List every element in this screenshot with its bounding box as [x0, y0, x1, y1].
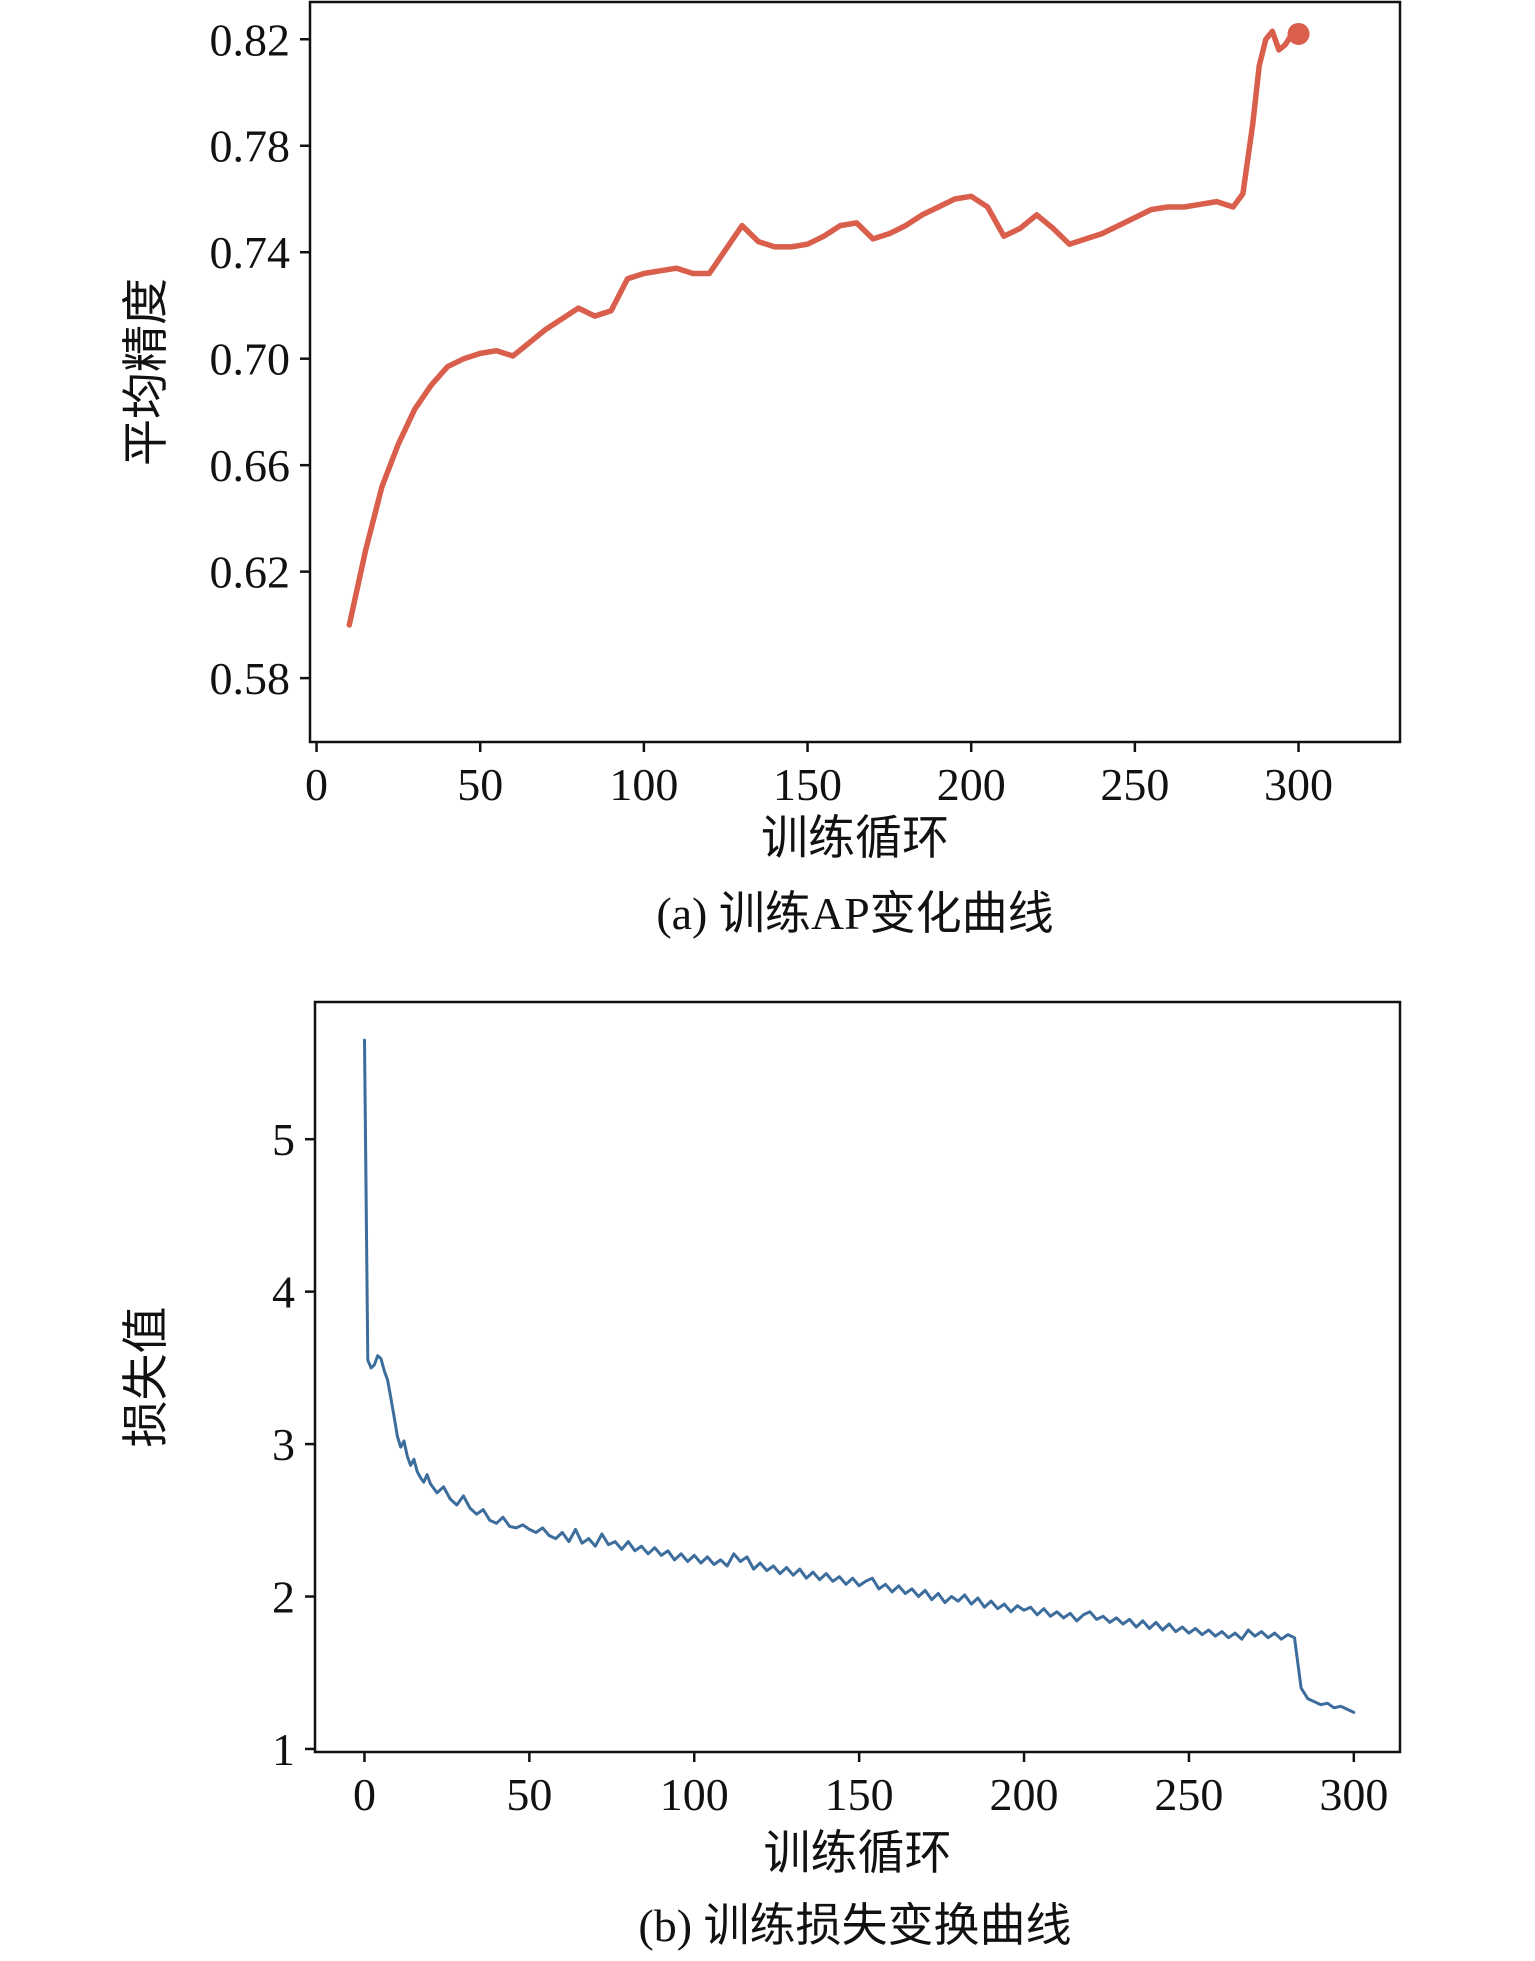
x-tick-label: 50 — [506, 1769, 552, 1820]
x-tick-label: 200 — [937, 759, 1006, 810]
y-tick-label: 0.58 — [210, 653, 291, 704]
y-tick-label: 0.62 — [210, 547, 291, 598]
x-tick-label: 250 — [1154, 1769, 1223, 1820]
y-axis-label: 平均精度 — [121, 278, 173, 466]
y-tick-label: 0.78 — [210, 121, 291, 172]
y-tick-label: 4 — [272, 1266, 295, 1317]
y-tick-label: 2 — [272, 1571, 295, 1622]
x-tick-label: 250 — [1100, 759, 1169, 810]
ap-curve-end-marker — [1287, 22, 1310, 45]
y-tick-label: 1 — [272, 1724, 295, 1775]
x-axis-label: 训练循环 — [764, 1828, 952, 1880]
ap-chart-caption: (a) 训练AP变化曲线 — [656, 888, 1054, 939]
x-tick-label: 0 — [305, 759, 328, 810]
y-tick-label: 0.70 — [210, 334, 291, 385]
x-tick-label: 100 — [609, 759, 678, 810]
plot-box — [313, 1000, 1402, 1754]
x-tick-label: 150 — [773, 759, 842, 810]
y-tick-label: 0.74 — [210, 227, 291, 278]
x-axis-label: 训练循环 — [761, 813, 949, 865]
loss-curve-line — [363, 1038, 1356, 1714]
x-tick-label: 300 — [1264, 759, 1333, 810]
y-tick-label: 0.82 — [210, 14, 291, 65]
loss-chart-figure: 0 50 100 150 200 250 300 1 2 3 4 5 训练循环 损失值 (b) 训练损失变… — [0, 982, 1535, 1956]
x-tick-label: 300 — [1319, 1769, 1388, 1820]
plot-box — [308, 0, 1402, 744]
loss-chart-caption: (b) 训练损失变换曲线 — [638, 1899, 1072, 1951]
x-tick-label: 150 — [825, 1769, 894, 1820]
x-tick-label: 50 — [457, 759, 503, 810]
x-tick-label: 0 — [353, 1769, 376, 1820]
ap-curve-chart: 0 50 100 150 200 250 300 0.58 0.62 0.66 0.70 0.74 0.… — [121, 0, 1402, 865]
y-tick-label: 3 — [272, 1419, 295, 1470]
loss-curve-chart: 0 50 100 150 200 250 300 1 2 3 4 5 训练循环 损失值 — [121, 1000, 1402, 1880]
ap-curve-line — [346, 28, 1302, 628]
y-axis-label: 损失值 — [121, 1306, 173, 1447]
y-tick-label: 0.66 — [210, 440, 291, 491]
ap-chart-figure: 0 50 100 150 200 250 300 0.58 0.62 0.66 0.70 0.74 0.… — [0, 0, 1535, 944]
x-tick-label: 100 — [660, 1769, 729, 1820]
x-tick-label: 200 — [990, 1769, 1059, 1820]
y-tick-label: 5 — [272, 1114, 295, 1165]
